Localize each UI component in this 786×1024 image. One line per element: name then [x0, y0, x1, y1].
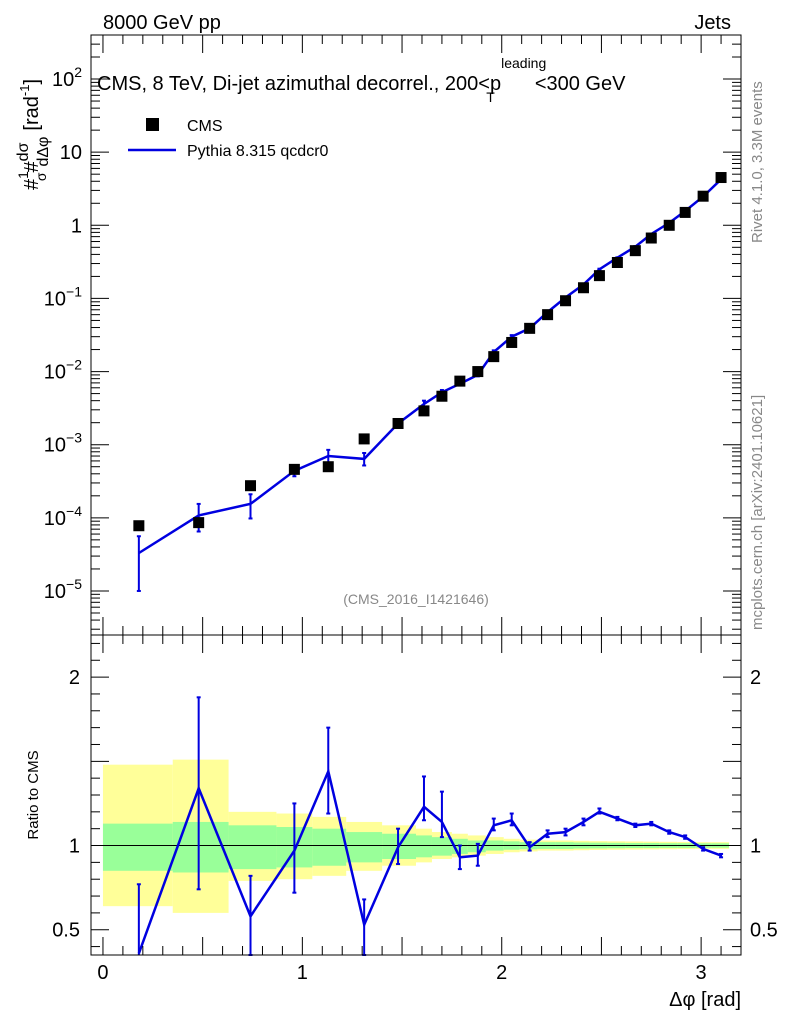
- ratio-y-tick-label-left: 0.5: [52, 920, 80, 942]
- ratio-y-tick-label-right: 2: [750, 667, 761, 689]
- cms-data-point: [322, 461, 334, 473]
- cms-data-point: [488, 351, 500, 363]
- header-left: 8000 GeV pp: [103, 12, 221, 34]
- cms-data-point: [392, 417, 404, 429]
- cms-data-point: [560, 295, 572, 307]
- cms-data-point: [358, 433, 370, 445]
- cms-data-point: [715, 172, 727, 184]
- uncertainty-band-green: [346, 832, 383, 863]
- y-tick-label: 10−5: [44, 576, 82, 603]
- ratio-y-tick-label-right: 1: [750, 836, 761, 858]
- cms-data-point: [288, 463, 300, 475]
- y-tick-label: 10: [60, 142, 82, 164]
- title-sup: leading: [501, 55, 546, 71]
- cms-data-point: [593, 270, 605, 282]
- ratio-y-tick-label-left: 2: [69, 667, 80, 689]
- ratio-panel: 0.5 0.5 1 1 2 2 0 1 2 3 Ratio to CMS Δφ [rad]: [25, 634, 778, 1011]
- cms-data-point: [472, 366, 484, 378]
- x-tick-label: 2: [496, 962, 507, 984]
- ratio-plot-area: [91, 696, 741, 956]
- main-axis-ticks: [91, 34, 742, 635]
- analysis-watermark: (CMS_2016_I1421646): [343, 591, 489, 607]
- cms-data-point: [133, 520, 145, 532]
- main-panel: 10−5 10−4 10−3 10−2 10−1 1 10 102 CMS, 8 TeV, D…: [15, 34, 742, 636]
- legend-label-pythia: Pythia 8.315 qcdcr0: [187, 143, 329, 160]
- cms-data-point: [629, 245, 641, 257]
- x-axis-label: Δφ [rad]: [669, 989, 741, 1011]
- cms-data-point: [697, 190, 709, 202]
- main-y-axis-label: #1 σ#dσ dΔφ[rad-1]: [15, 79, 52, 190]
- plot-title: CMS, 8 TeV, Di-jet azimuthal decorrel., …: [97, 55, 626, 105]
- uncertainty-band-green: [431, 837, 452, 856]
- cms-data-point: [454, 375, 466, 387]
- y-tick-label: 1: [71, 215, 82, 237]
- cms-data-point: [245, 480, 257, 492]
- cms-data-point: [611, 256, 623, 268]
- main-plot-area: [133, 172, 727, 592]
- uncertainty-band-green: [172, 821, 229, 873]
- legend-label-cms: CMS: [187, 118, 223, 135]
- legend-marker-cms: [146, 118, 159, 131]
- ratio-y-tick-labels: 0.5 0.5 1 1 2 2: [52, 667, 778, 942]
- title-sub: T: [486, 89, 495, 105]
- uncertainty-band-green: [416, 835, 432, 858]
- cms-data-point: [679, 206, 691, 218]
- cms-data-point: [193, 517, 205, 529]
- ratio-y-tick-label-left: 1: [69, 836, 80, 858]
- header-right: Jets: [694, 12, 731, 34]
- cms-data-point: [645, 232, 657, 244]
- y-tick-label: 10−4: [44, 503, 82, 530]
- cms-data-point: [524, 322, 536, 334]
- cms-data-point: [542, 309, 554, 321]
- pythia-line: [138, 178, 722, 555]
- x-tick-label: 1: [297, 962, 308, 984]
- cms-data-point: [663, 219, 675, 231]
- x-tick-label: 0: [97, 962, 108, 984]
- x-tick-labels: 0 1 2 3: [97, 962, 706, 984]
- uncertainty-band-green: [228, 825, 277, 870]
- cms-data-point: [436, 390, 448, 402]
- ratio-y-axis-label: Ratio to CMS: [25, 750, 42, 839]
- cms-data-point: [577, 282, 589, 294]
- y-tick-label: 10−1: [44, 283, 82, 310]
- x-tick-label: 3: [696, 962, 707, 984]
- uncertainty-band-green: [102, 823, 173, 871]
- cms-data-point: [506, 336, 518, 348]
- y-tick-label: 10−3: [44, 430, 82, 457]
- main-y-tick-labels: 10−5 10−4 10−3 10−2 10−1 1 10 102: [44, 64, 82, 603]
- ratio-y-tick-label-right: 0.5: [750, 920, 778, 942]
- y-tick-label: 10−2: [44, 357, 82, 384]
- y-tick-label: 102: [52, 64, 82, 91]
- uncertainty-band-green: [312, 828, 347, 866]
- mcplots-label: mcplots.cern.ch [arXiv:2401.10621]: [749, 395, 766, 630]
- cms-data-point: [418, 405, 430, 417]
- ratio-axis-ticks: [91, 635, 742, 955]
- rivet-label: Rivet 4.1.0, 3.3M events: [749, 81, 766, 243]
